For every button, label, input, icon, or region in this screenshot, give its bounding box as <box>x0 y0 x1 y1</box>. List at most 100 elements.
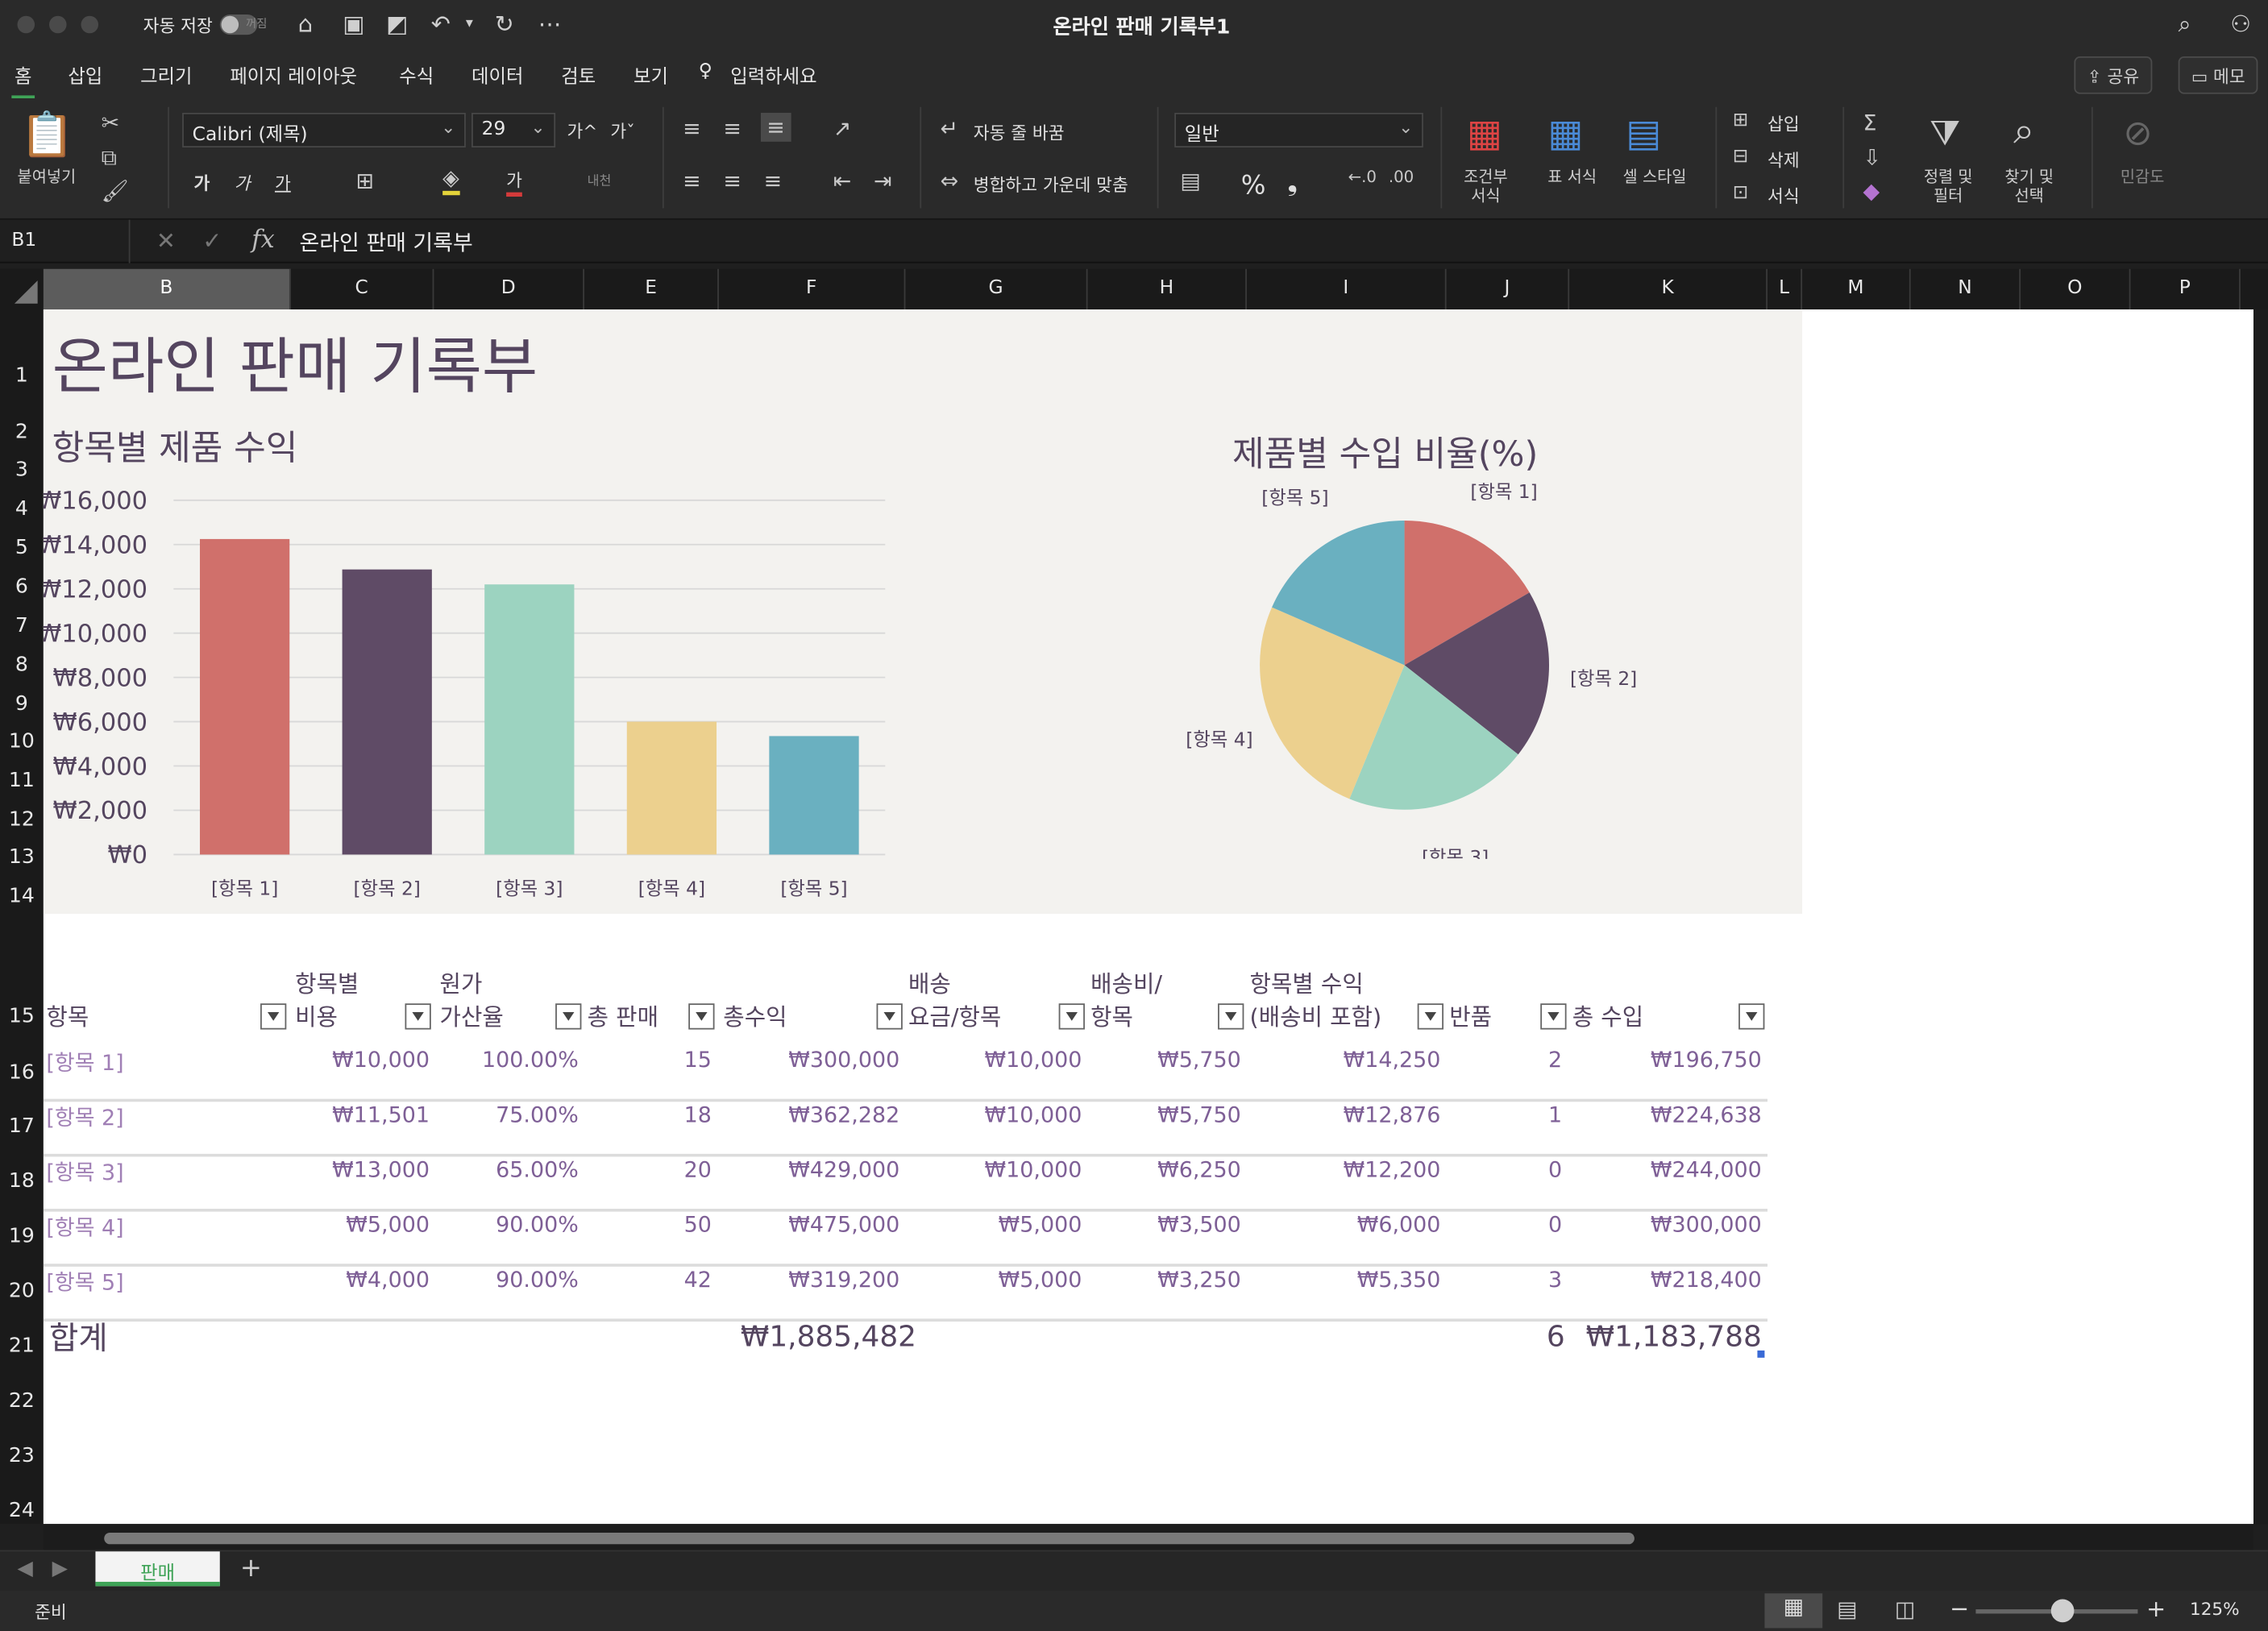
save-as-icon[interactable]: ◩ <box>386 10 409 38</box>
table-cell[interactable]: 2 <box>1548 1047 1563 1073</box>
table-cell[interactable]: ₩12,876 <box>1343 1102 1441 1128</box>
row-header[interactable]: 13 <box>8 845 35 869</box>
decrease-decimal-icon[interactable]: .00 <box>1388 168 1414 187</box>
row-header[interactable]: 12 <box>8 808 35 832</box>
table-cell-item[interactable]: [항목 3] <box>46 1160 124 1186</box>
table-cell[interactable]: 90.00% <box>496 1211 579 1238</box>
column-header[interactable]: J <box>1447 268 1570 309</box>
copy-icon[interactable]: ⧉ <box>101 144 117 171</box>
increase-font-button[interactable]: 가^ <box>567 121 598 142</box>
account-icon[interactable]: ⚇ <box>2230 10 2252 38</box>
redo-icon[interactable]: ↻ <box>494 10 514 38</box>
row-header[interactable]: 6 <box>15 575 28 599</box>
table-cell[interactable]: 50 <box>683 1211 712 1238</box>
table-cell[interactable]: ₩5,350 <box>1356 1266 1441 1293</box>
table-cell[interactable]: ₩10,000 <box>984 1156 1082 1183</box>
filter-dropdown-icon[interactable] <box>1540 1003 1567 1030</box>
table-cell[interactable]: ₩6,000 <box>1356 1211 1441 1238</box>
row-header[interactable]: 7 <box>15 614 28 638</box>
bar[interactable] <box>200 538 290 855</box>
column-header[interactable]: D <box>434 268 585 309</box>
tell-me-input[interactable]: 입력하세요 <box>730 66 817 89</box>
undo-dropdown-icon[interactable]: ▾ <box>465 15 473 32</box>
zoom-slider-handle[interactable] <box>2050 1599 2075 1623</box>
align-left-icon[interactable]: ≡ <box>683 168 701 194</box>
total-income[interactable]: ₩1,183,788 <box>1585 1318 1762 1354</box>
column-header[interactable]: I <box>1247 268 1447 309</box>
worksheet-grid[interactable]: 온라인 판매 기록부 항목별 제품 수익 ₩0 ₩2,000 ₩4,000 ₩6,00… <box>43 309 2253 1525</box>
column-header[interactable]: O <box>2021 268 2131 309</box>
table-cell[interactable]: 0 <box>1548 1211 1563 1238</box>
delete-cells-button[interactable]: 삭제 <box>1767 150 1800 171</box>
table-cell[interactable]: 3 <box>1548 1266 1563 1293</box>
filter-dropdown-icon[interactable] <box>405 1003 431 1030</box>
function-icon[interactable]: fx <box>251 225 275 255</box>
column-header[interactable]: L <box>1767 268 1803 309</box>
fill-color-icon[interactable]: ◈ <box>442 165 459 196</box>
total-gross-revenue[interactable]: ₩1,885,482 <box>740 1318 916 1354</box>
tab-draw[interactable]: 그리기 <box>140 66 193 89</box>
table-cell-item[interactable]: [항목 4] <box>46 1214 124 1241</box>
total-returns[interactable]: 6 <box>1546 1318 1565 1354</box>
comma-button[interactable]: ❟ <box>1287 168 1298 198</box>
tab-insert[interactable]: 삽입 <box>68 66 103 89</box>
table-cell[interactable]: ₩429,000 <box>788 1156 900 1183</box>
table-cell[interactable]: ₩5,750 <box>1157 1102 1241 1128</box>
row-header[interactable]: 5 <box>15 536 28 560</box>
table-cell[interactable]: ₩5,000 <box>998 1266 1082 1293</box>
bar[interactable] <box>769 736 859 855</box>
increase-decimal-icon[interactable]: ←.0 <box>1348 168 1377 187</box>
font-name-select[interactable]: Calibri (제목) ⌄ <box>182 112 466 148</box>
pie-slice[interactable] <box>1272 520 1405 666</box>
wrap-text-icon[interactable]: ↵ <box>940 115 959 142</box>
minimize-window-button[interactable] <box>49 15 67 34</box>
align-right-icon[interactable]: ≡ <box>763 168 783 194</box>
align-center-icon[interactable]: ≡ <box>723 168 741 194</box>
row-header[interactable]: 11 <box>8 769 35 793</box>
pie-chart[interactable]: [항목 1] [항목 2] [항목 3] [항목 4] [항목 5] <box>1157 483 1664 859</box>
table-cell[interactable]: ₩10,000 <box>984 1102 1082 1128</box>
share-button[interactable]: ⇪ 공유 <box>2074 56 2153 94</box>
table-cell[interactable]: ₩4,000 <box>346 1266 430 1293</box>
table-cell[interactable]: 90.00% <box>496 1266 579 1293</box>
column-header[interactable]: C <box>291 268 434 309</box>
align-bottom-icon[interactable]: ≡ <box>760 112 791 142</box>
column-header[interactable]: E <box>584 268 719 309</box>
table-cell[interactable]: ₩300,000 <box>1650 1211 1762 1238</box>
table-cell[interactable]: ₩5,000 <box>346 1211 430 1238</box>
pie-slice[interactable] <box>1260 607 1405 799</box>
format-table-icon[interactable]: ▦ <box>1547 112 1584 156</box>
row-header[interactable]: 17 <box>8 1114 35 1139</box>
font-size-select[interactable]: 29 ⌄ <box>471 112 556 148</box>
table-cell[interactable]: ₩5,750 <box>1157 1047 1241 1073</box>
row-header[interactable]: 1 <box>15 364 28 388</box>
sheet-tab-sales[interactable]: 판매 <box>95 1551 220 1587</box>
format-painter-icon[interactable]: 🖌 <box>101 177 129 204</box>
table-cell[interactable]: ₩11,501 <box>332 1102 430 1128</box>
tab-review[interactable]: 검토 <box>561 66 596 89</box>
sort-filter-icon[interactable]: ⧩ <box>1929 112 1961 154</box>
close-window-button[interactable] <box>17 15 35 34</box>
more-icon[interactable]: ⋯ <box>538 10 562 38</box>
conditional-format-icon[interactable]: ▦ <box>1466 112 1502 156</box>
tab-page-layout[interactable]: 페이지 레이아웃 <box>230 66 358 89</box>
row-header[interactable]: 14 <box>8 885 35 908</box>
table-cell[interactable]: 75.00% <box>496 1102 579 1128</box>
row-header[interactable]: 16 <box>8 1061 35 1085</box>
column-header[interactable]: G <box>905 268 1088 309</box>
page-break-view-icon[interactable]: ◫ <box>1894 1596 1916 1623</box>
filter-dropdown-icon[interactable] <box>555 1003 582 1030</box>
font-color-button[interactable]: 가 <box>506 168 522 197</box>
increase-indent-icon[interactable]: ⇥ <box>873 168 892 194</box>
column-header[interactable]: M <box>1802 268 1911 309</box>
underline-button[interactable]: 가 <box>274 173 291 194</box>
table-cell[interactable]: 42 <box>683 1266 712 1293</box>
undo-icon[interactable]: ↶ <box>430 10 451 38</box>
format-cells-icon[interactable]: ⊡ <box>1732 182 1749 204</box>
cell-styles-icon[interactable]: ▤ <box>1626 112 1662 156</box>
comments-button[interactable]: ▭ 메모 <box>2178 56 2258 94</box>
delete-cells-icon[interactable]: ⊟ <box>1732 146 1749 168</box>
filter-dropdown-icon[interactable] <box>688 1003 715 1030</box>
fill-icon[interactable]: ⇩ <box>1863 144 1882 171</box>
enter-icon[interactable]: ✓ <box>202 226 222 255</box>
